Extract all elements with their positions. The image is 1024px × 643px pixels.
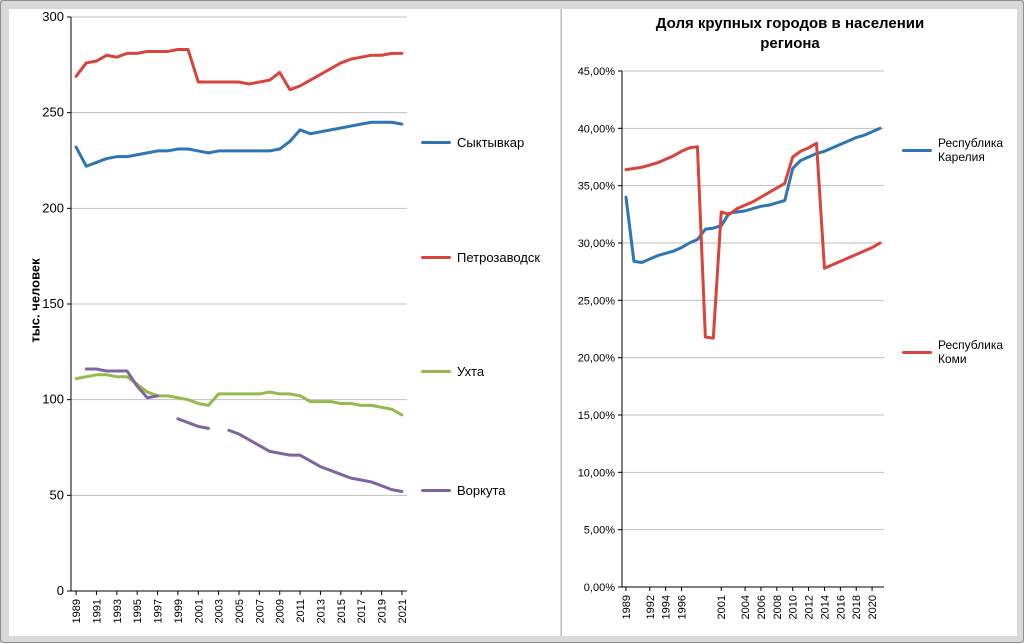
svg-text:2005: 2005 [234,599,246,623]
svg-text:2012: 2012 [804,595,816,619]
legend-label-karelia: Республика Карелия [938,136,1004,165]
svg-text:1991: 1991 [91,599,103,623]
karelia-line-swatch [902,148,932,152]
svg-text:15,00%: 15,00% [578,410,616,422]
svg-text:2010: 2010 [788,595,800,619]
svg-text:1989: 1989 [71,599,83,623]
svg-text:2007: 2007 [254,599,266,623]
svg-text:2003: 2003 [214,599,226,623]
legend-entry-ukhta: Ухта [421,364,484,380]
svg-text:2004: 2004 [740,595,752,619]
vorkuta-line-swatch [421,489,451,493]
left-chart-y-axis-title: тыс. человек [27,258,43,343]
svg-text:2013: 2013 [315,599,327,623]
petrozavodsk-line-swatch [421,256,451,260]
svg-text:2014: 2014 [819,595,831,619]
svg-text:2008: 2008 [772,595,784,619]
svg-text:2016: 2016 [835,595,847,619]
svg-text:1994: 1994 [661,595,673,619]
share-chart-panel: Доля крупных городов в населении региона… [561,9,1017,636]
legend-entry-karelia: Республика Карелия [902,136,1014,165]
svg-text:300: 300 [42,9,64,24]
svg-text:1989: 1989 [621,595,633,619]
svg-text:1999: 1999 [173,599,185,623]
svg-text:100: 100 [42,392,64,407]
legend-entry-petrozavodsk: Петрозаводск [421,250,540,266]
legend-entry-komi: Республика Коми [902,338,1014,367]
svg-text:2017: 2017 [356,599,368,623]
svg-text:250: 250 [42,105,64,120]
svg-text:1997: 1997 [153,599,165,623]
syktyvkar-line-swatch [421,141,451,145]
svg-text:1993: 1993 [112,599,124,623]
legend-entry-syktyvkar: Сыктывкар [421,135,524,151]
svg-text:200: 200 [42,200,64,215]
svg-text:30,00%: 30,00% [578,238,616,250]
svg-text:2001: 2001 [716,595,728,619]
svg-text:2009: 2009 [275,599,287,623]
legend-label-komi: Республика Коми [938,338,1004,367]
svg-text:2015: 2015 [336,599,348,623]
svg-text:0: 0 [57,583,64,598]
legend-label-petrozavodsk: Петрозаводск [457,250,541,265]
svg-text:1992: 1992 [645,595,657,619]
share-of-region-chart: 0,00% 5,00% 10,00% 15,00% 20,00% 25,00% 30,00%… [578,66,884,619]
legend-label-syktyvkar: Сыктывкар [457,135,525,150]
svg-text:35,00%: 35,00% [578,181,616,193]
svg-text:1995: 1995 [132,599,144,623]
komi-line-swatch [902,350,932,354]
svg-text:0,00%: 0,00% [584,582,615,594]
svg-text:2018: 2018 [851,595,863,619]
svg-text:2019: 2019 [377,599,389,623]
svg-text:50: 50 [50,487,64,502]
right-chart-title: Доля крупных городов в населении региона [655,15,925,53]
legend-entry-vorkuta: Воркута [421,483,506,499]
legend-label-vorkuta: Воркута [457,483,506,498]
svg-text:10,00%: 10,00% [578,467,616,479]
svg-text:2011: 2011 [295,599,307,623]
svg-text:20,00%: 20,00% [578,353,616,365]
svg-text:1996: 1996 [677,595,689,619]
svg-text:2021: 2021 [397,599,409,623]
svg-text:40,00%: 40,00% [578,123,616,135]
ukhta-line-swatch [421,370,451,374]
legend-label-ukhta: Ухта [457,364,485,379]
svg-text:45,00%: 45,00% [578,66,616,78]
cities-population-chart: 0 50 100 150 200 250 300 1989 1991 1993 1995 1997 19… [42,9,409,623]
cities-population-chart-panel: 0 50 100 150 200 250 300 1989 1991 1993 1995 1997 19… [9,9,560,636]
svg-text:2006: 2006 [756,595,768,619]
svg-text:25,00%: 25,00% [578,295,616,307]
svg-text:150: 150 [42,296,64,311]
svg-text:5,00%: 5,00% [584,525,615,537]
svg-text:2020: 2020 [867,595,879,619]
svg-text:2001: 2001 [193,599,205,623]
